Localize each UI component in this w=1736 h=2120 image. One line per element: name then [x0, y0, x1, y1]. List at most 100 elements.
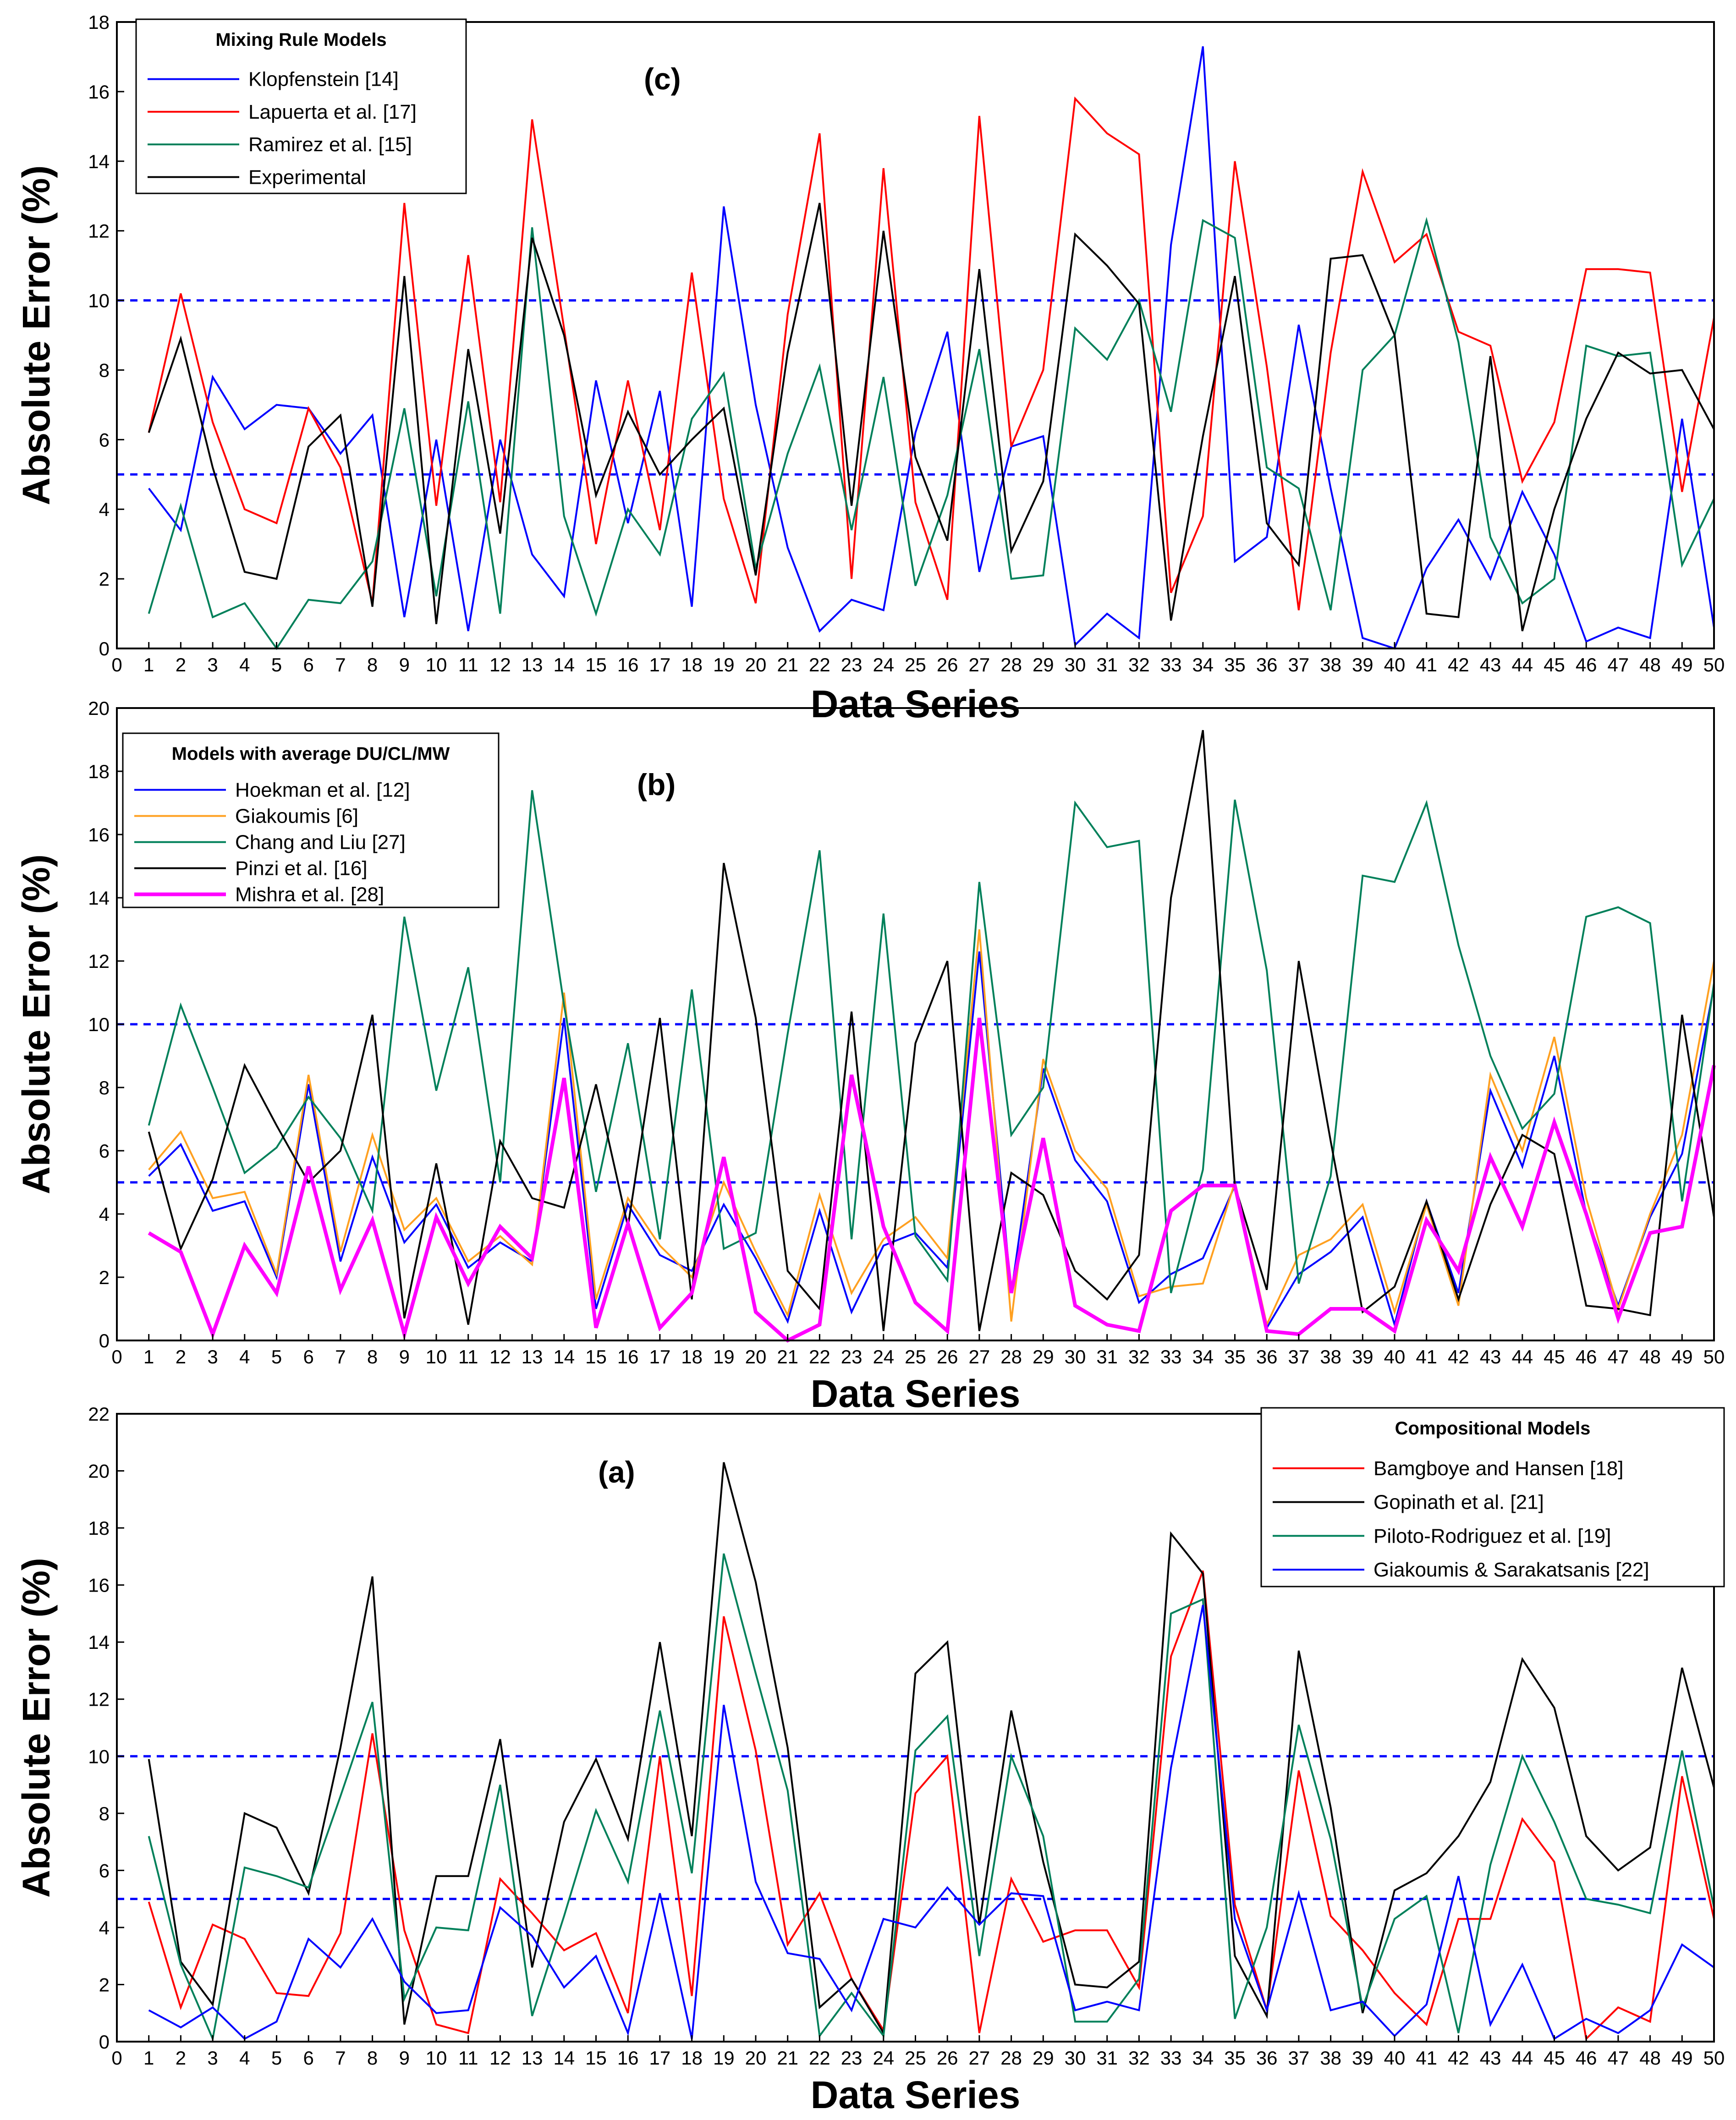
x-tick-label: 20: [745, 2047, 767, 2069]
x-tick-label: 11: [458, 654, 478, 676]
x-tick-label: 47: [1608, 2047, 1629, 2069]
x-tick-label: 21: [777, 1346, 798, 1368]
x-tick-label: 36: [1256, 654, 1278, 676]
x-tick-label: 33: [1160, 1346, 1182, 1368]
x-tick-label: 46: [1576, 2047, 1597, 2069]
x-tick-label: 22: [809, 654, 830, 676]
legend: Mixing Rule Models Klopfenstein [14] Lapu…: [135, 18, 467, 194]
x-tick-label: 13: [522, 1346, 543, 1368]
x-tick-label: 19: [713, 1346, 735, 1368]
series-line-mishra-et-al-28: [148, 1017, 1716, 1343]
x-tick-label: 19: [713, 2047, 735, 2069]
x-tick-label: 36: [1256, 2047, 1278, 2069]
x-tick-label: 50: [1703, 2047, 1725, 2069]
x-tick-label: 14: [553, 2047, 575, 2069]
x-tick-label: 8: [367, 654, 378, 676]
x-tick-label: 3: [207, 1346, 218, 1368]
x-tick-label: 15: [585, 1346, 607, 1368]
y-tick-label: 10: [88, 1746, 110, 1767]
legend-title: Models with average DU/CL/MW: [172, 744, 450, 764]
legend-label-hoekman-et-al-12: Hoekman et al. [12]: [235, 779, 410, 802]
x-tick-label: 1: [143, 1346, 154, 1368]
x-tick-label: 20: [745, 654, 767, 676]
x-tick-label: 8: [367, 1346, 378, 1368]
x-tick-label: 26: [937, 2047, 958, 2069]
x-tick-label: 31: [1096, 1346, 1118, 1368]
x-tick-label: 22: [809, 2047, 830, 2069]
y-axis-label: Absolute Error (%): [15, 854, 58, 1194]
x-tick-label: 24: [873, 2047, 894, 2069]
x-tick-label: 26: [937, 1346, 958, 1368]
x-tick-label: 44: [1511, 2047, 1533, 2069]
y-tick-label: 12: [88, 950, 110, 972]
x-tick-label: 20: [745, 1346, 767, 1368]
y-axis-label: Absolute Error (%): [15, 1558, 58, 1898]
x-tick-label: 46: [1576, 1346, 1597, 1368]
y-tick-label: 4: [99, 499, 110, 520]
x-tick-label: 26: [937, 654, 958, 676]
x-tick-label: 23: [841, 2047, 863, 2069]
x-tick-label: 35: [1224, 2047, 1246, 2069]
panel-label: (c): [644, 62, 681, 96]
x-tick-label: 2: [176, 2047, 186, 2069]
x-tick-label: 21: [777, 654, 798, 676]
x-tick-label: 27: [969, 2047, 990, 2069]
series-line-giakoumis-6: [148, 929, 1715, 1328]
y-tick-label: 14: [88, 1631, 110, 1653]
legend: Models with average DU/CL/MW Hoekman et …: [122, 732, 500, 908]
legend-label-gopinath-et-al-21: Gopinath et al. [21]: [1373, 1491, 1544, 1514]
x-tick-label: 25: [905, 654, 926, 676]
x-tick-label: 4: [239, 2047, 250, 2069]
x-tick-label: 44: [1511, 654, 1533, 676]
x-tick-label: 15: [585, 2047, 607, 2069]
x-tick-label: 11: [458, 1346, 478, 1368]
x-tick-label: 47: [1608, 654, 1629, 676]
x-tick-label: 22: [809, 1346, 830, 1368]
x-tick-label: 48: [1639, 1346, 1661, 1368]
x-tick-label: 9: [399, 654, 410, 676]
y-tick-label: 8: [99, 359, 110, 381]
x-tick-label: 44: [1511, 1346, 1533, 1368]
x-tick-label: 23: [841, 1346, 863, 1368]
series-line-lapuerta-et-al-17: [148, 96, 1715, 610]
x-tick-label: 29: [1033, 654, 1054, 676]
x-tick-label: 40: [1384, 2047, 1406, 2069]
y-tick-label: 16: [88, 81, 110, 103]
legend-label-chang-and-liu-27: Chang and Liu [27]: [235, 831, 406, 854]
x-tick-label: 36: [1256, 1346, 1278, 1368]
x-tick-label: 5: [271, 2047, 282, 2069]
x-tick-label: 1: [143, 2047, 154, 2069]
x-tick-label: 32: [1128, 2047, 1150, 2069]
x-tick-label: 16: [617, 1346, 639, 1368]
x-tick-label: 10: [426, 654, 447, 676]
x-tick-label: 48: [1639, 654, 1661, 676]
x-tick-label: 12: [489, 1346, 511, 1368]
x-tick-label: 3: [207, 654, 218, 676]
x-tick-label: 30: [1065, 1346, 1086, 1368]
y-tick-label: 18: [88, 11, 110, 33]
legend-title: Compositional Models: [1395, 1418, 1591, 1439]
x-tick-label: 45: [1544, 1346, 1565, 1368]
x-tick-label: 49: [1671, 2047, 1693, 2069]
y-tick-label: 12: [88, 220, 110, 242]
x-tick-label: 43: [1480, 2047, 1501, 2069]
x-tick-label: 7: [335, 654, 346, 676]
x-tick-label: 39: [1352, 654, 1373, 676]
y-tick-label: 18: [88, 761, 110, 782]
x-tick-label: 41: [1416, 2047, 1437, 2069]
legend-box: [135, 18, 467, 194]
x-tick-label: 0: [111, 1346, 122, 1368]
panel-label: (b): [637, 768, 676, 802]
y-tick-label: 2: [99, 568, 110, 590]
x-tick-label: 46: [1576, 654, 1597, 676]
series-line-chang-and-liu-27: [148, 790, 1715, 1294]
legend-label-ramirez-et-al-15: Ramirez et al. [15]: [248, 133, 412, 156]
x-tick-label: 25: [905, 2047, 926, 2069]
x-tick-label: 28: [1000, 2047, 1022, 2069]
x-tick-label: 27: [969, 654, 990, 676]
x-tick-label: 21: [777, 2047, 798, 2069]
x-axis-label: Data Series: [811, 1372, 1021, 1415]
